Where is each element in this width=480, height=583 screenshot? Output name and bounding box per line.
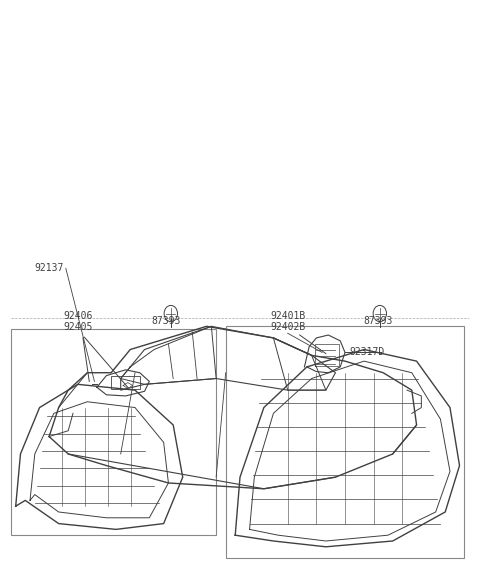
Text: 87393: 87393 [364, 317, 393, 326]
Text: 87393: 87393 [151, 317, 180, 326]
Bar [111, 376, 140, 389]
Text: 92137: 92137 [35, 264, 64, 273]
Bar [226, 326, 464, 559]
Text: 92317D: 92317D [350, 347, 385, 357]
Text: 92406
92405: 92406 92405 [63, 311, 93, 332]
Text: 92401B
92402B: 92401B 92402B [270, 311, 305, 332]
Polygon shape [49, 419, 68, 448]
Bar [11, 329, 216, 535]
